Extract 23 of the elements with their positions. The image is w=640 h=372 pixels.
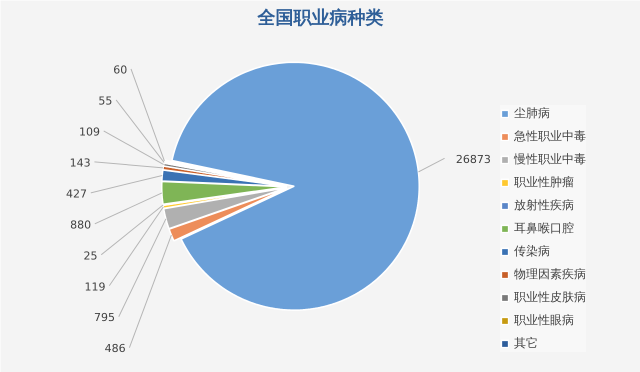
data-label: 880 — [70, 218, 92, 232]
legend-label: 其它 — [514, 335, 538, 352]
data-label: 427 — [66, 187, 88, 200]
legend-label: 职业性肿瘤 — [514, 174, 574, 191]
chart-title: 全国职业病种类 — [256, 8, 384, 28]
legend-label: 尘肺病 — [514, 105, 550, 122]
data-label: 143 — [70, 156, 91, 170]
legend-label: 职业性皮肤病 — [514, 289, 586, 306]
legend-label: 传染病 — [514, 243, 550, 260]
data-label: 26873 — [456, 152, 491, 166]
legend-label: 慢性职业中毒 — [514, 151, 586, 168]
legend-label: 物理因素疾病 — [514, 266, 586, 283]
data-label: 60 — [113, 63, 128, 76]
data-label: 486 — [104, 342, 126, 356]
data-label: 795 — [94, 311, 115, 324]
legend-label: 急性职业中毒 — [514, 128, 586, 145]
data-label: 25 — [83, 249, 98, 262]
data-label: 119 — [84, 280, 106, 294]
legend-label: 耳鼻喉口腔 — [514, 220, 574, 237]
data-label: 109 — [78, 125, 100, 138]
legend-label: 职业性眼病 — [514, 312, 574, 329]
data-label: 55 — [98, 94, 112, 108]
legend-label: 放射性疾病 — [514, 197, 574, 214]
